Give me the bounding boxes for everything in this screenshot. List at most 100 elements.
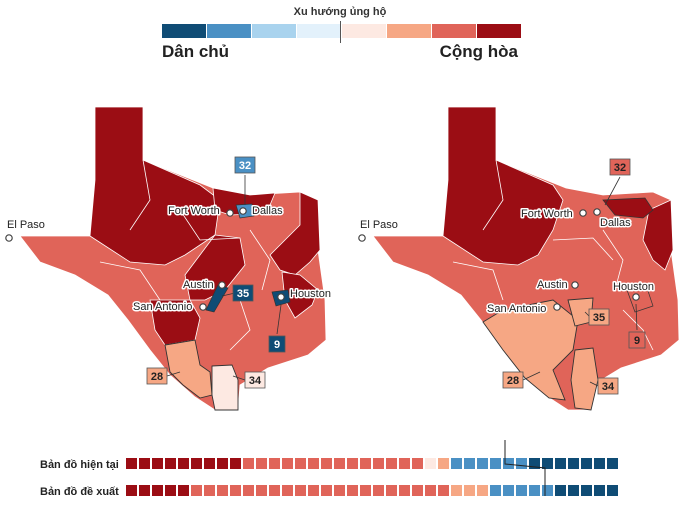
seat-mid-d: [516, 458, 527, 469]
seat-mid-d: [529, 485, 540, 496]
district-35-box: [232, 284, 254, 302]
el-paso-marker: [5, 234, 13, 242]
seat-mid-r: [269, 485, 280, 496]
district-32-label: 32: [614, 162, 626, 174]
seat-strong-d: [568, 458, 579, 469]
legend-swatch: [252, 24, 296, 38]
seat-strong-d: [529, 458, 540, 469]
district-borders: [99, 159, 271, 351]
district-32-label: 32: [239, 160, 251, 172]
legend-swatch: [342, 24, 386, 38]
proposed-el-paso-label: El Paso: [360, 219, 398, 231]
seat-mid-r: [334, 458, 345, 469]
seat-mid-r: [243, 458, 254, 469]
seat-mid-r: [347, 458, 358, 469]
texas-state-shape-proposed: [372, 106, 680, 411]
fort-worth-label: Fort Worth: [168, 205, 220, 217]
seat-strong-d: [607, 485, 618, 496]
seat-strong-r: [126, 458, 137, 469]
central-strong-region: [184, 234, 246, 301]
seat-mid-r: [295, 458, 306, 469]
district-28-leader-line: [166, 371, 181, 377]
proposed-fort-worth-label: Fort Worth: [521, 208, 573, 220]
district-35-box: [588, 308, 610, 326]
seat-strong-r: [217, 458, 228, 469]
current-district-map: 32 35 9 28 34 El Paso Fort Worth Dallas Aust…: [5, 106, 332, 411]
seat-strong-d: [581, 458, 592, 469]
seat-strong-r: [230, 458, 241, 469]
district-9-box: [268, 335, 286, 353]
seat-mid-r: [191, 485, 202, 496]
district-28-label: 28: [507, 375, 519, 387]
seat-strong-r: [178, 458, 189, 469]
seat-strong-r: [165, 485, 176, 496]
proposed-dallas-label: Dallas: [600, 217, 631, 229]
seat-mid-d: [451, 458, 462, 469]
seat-lean-r: [477, 485, 488, 496]
seat-mid-r: [360, 485, 371, 496]
district-9-label: 9: [634, 335, 640, 347]
seat-mid-r: [308, 485, 319, 496]
east-texas-region-proposed: [642, 199, 674, 271]
seat-mid-r: [217, 485, 228, 496]
district-9-leader-line: [276, 304, 282, 335]
seat-mid-r: [282, 485, 293, 496]
north-texas-region: [212, 187, 276, 216]
district-28-box: [146, 367, 168, 385]
proposed-el-paso-marker: [358, 234, 366, 242]
seat-mid-r: [269, 458, 280, 469]
seat-strong-r: [204, 458, 215, 469]
east-texas-region: [269, 191, 321, 276]
legend-republican-label: Cộng hòa: [439, 42, 518, 61]
proposed-fort-worth-marker: [579, 209, 587, 217]
seat-lean-r: [451, 485, 462, 496]
seat-mid-r: [256, 458, 267, 469]
north-dallas-region-proposed: [602, 197, 654, 219]
austin-label: Austin: [183, 279, 214, 291]
district-34-shape: [211, 364, 239, 411]
seat-strong-d: [555, 485, 566, 496]
district-34-leader-line: [232, 375, 246, 381]
seat-mid-d: [490, 458, 501, 469]
seat-mid-r: [373, 485, 384, 496]
seat-mid-r: [386, 458, 397, 469]
district-28-box: [502, 371, 524, 389]
district-28-leader-line: [522, 371, 541, 381]
el-paso-label: El Paso: [7, 219, 45, 231]
current-districts: 32 35 9 28 34: [146, 156, 286, 389]
texas-state-shape: [19, 106, 327, 411]
seat-strong-r: [126, 485, 137, 496]
district-32-leader-line: [604, 176, 621, 206]
seat-strong-r: [152, 485, 163, 496]
legend-swatch: [477, 24, 521, 38]
seat-mid-r: [204, 485, 215, 496]
seat-lean-r: [438, 458, 449, 469]
houston-label: Houston: [290, 288, 331, 300]
seat-mid-r: [399, 485, 410, 496]
legend-title: Xu hướng ủng hộ: [293, 6, 387, 18]
district-9-box: [628, 331, 646, 349]
seat-strong-d: [581, 485, 592, 496]
houston-marker: [277, 293, 285, 301]
seat-bars: Bản đồ hiện tại Bản đồ đề xuất: [0, 440, 680, 510]
proposed-houston-marker: [632, 293, 640, 301]
district-9-label: 9: [274, 339, 280, 351]
legend-swatch: [162, 24, 206, 38]
proposed-san-antonio-label: San Antonio: [487, 303, 546, 315]
proposed-san-antonio-marker: [553, 303, 561, 311]
district-34-label: 34: [249, 375, 262, 387]
district-34-box: [597, 377, 619, 395]
seat-mid-r: [321, 485, 332, 496]
seat-mid-d: [490, 485, 501, 496]
seat-strong-d: [555, 458, 566, 469]
dallas-label: Dallas: [252, 205, 283, 217]
seat-mid-d: [464, 458, 475, 469]
seat-mid-d: [477, 458, 488, 469]
seat-mid-r: [347, 485, 358, 496]
district-34-label: 34: [602, 381, 615, 393]
seat-strong-r: [139, 485, 150, 496]
seat-mid-d: [542, 485, 553, 496]
proposed-seat-row: [126, 485, 620, 496]
seat-mid-r: [256, 485, 267, 496]
seat-mid-r: [412, 458, 423, 469]
